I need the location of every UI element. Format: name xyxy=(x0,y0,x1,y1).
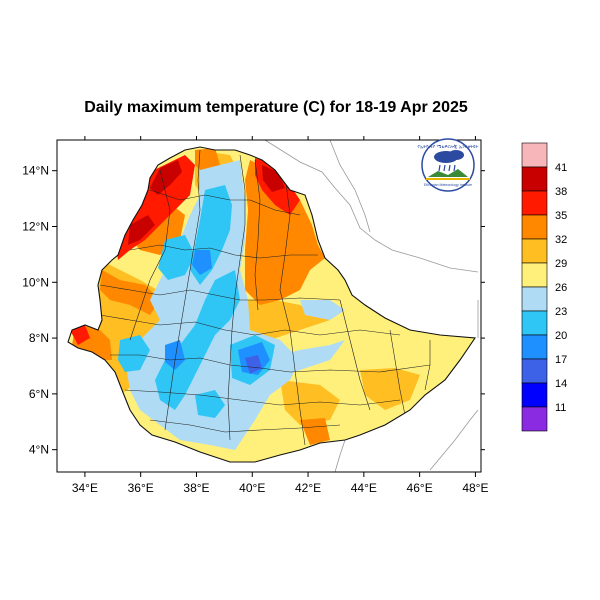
lon-tick-label: 42°E xyxy=(295,481,321,495)
temperature-colorbar: 41 38 35 32 29 26 23 20 17 14 11 xyxy=(521,142,567,432)
administrative-boundaries xyxy=(99,149,431,446)
colorbar-swatch xyxy=(521,238,548,264)
lat-tick-label: 8°N xyxy=(29,331,49,345)
lon-tick-label: 34°E xyxy=(72,481,98,495)
colorbar-label: 23 xyxy=(555,306,567,318)
colorbar-label: 26 xyxy=(555,282,567,294)
colorbar-swatch xyxy=(521,382,548,408)
colorbar-swatch xyxy=(521,190,548,216)
colorbar-label: 11 xyxy=(555,402,566,414)
colorbar-label: 17 xyxy=(555,354,567,366)
colorbar-label: 38 xyxy=(555,186,567,198)
colorbar-label: 14 xyxy=(555,378,567,390)
lon-tick-label: 44°E xyxy=(351,481,377,495)
colorbar-swatch xyxy=(521,262,548,288)
map-frame xyxy=(56,139,482,473)
colorbar-swatch xyxy=(521,406,548,432)
lat-tick-label: 12°N xyxy=(22,219,49,233)
lon-tick-label: 38°E xyxy=(183,481,209,495)
colorbar-label: 41 xyxy=(555,162,567,174)
neighbour-borders xyxy=(264,139,479,473)
map-title: Daily maximum temperature (C) for 18-19 … xyxy=(84,99,468,116)
colorbar-label: 35 xyxy=(555,210,567,222)
svg-text:Ethiopian Meteorology Institut: Ethiopian Meteorology Institute xyxy=(424,183,472,187)
colorbar-label: 32 xyxy=(555,234,567,246)
colorbar-label: 29 xyxy=(555,258,567,270)
colorbar-swatch xyxy=(521,310,548,336)
lon-tick-label: 36°E xyxy=(128,481,154,495)
lat-tick-label: 6°N xyxy=(29,387,49,401)
map-axes: 34°E 36°E 38°E 40°E 42°E 44°E 46°E 48°E 14°N 12°N… xyxy=(22,136,488,495)
lon-tick-label: 40°E xyxy=(239,481,265,495)
lat-tick-label: 10°N xyxy=(22,275,49,289)
colorbar-swatch xyxy=(521,166,548,192)
colorbar-swatch xyxy=(521,142,548,168)
colorbar-swatch xyxy=(521,358,548,384)
ethiopian-meteorology-institute-logo: የኢትዮጵያ ሜቴዎሮሎጂ ኢንስቲትዩት Ethiopian Meteorol… xyxy=(418,138,479,192)
colorbar-swatch xyxy=(521,334,548,360)
lon-tick-label: 48°E xyxy=(462,481,488,495)
lat-tick-label: 14°N xyxy=(22,164,49,178)
svg-text:የኢትዮጵያ ሜቴዎሮሎጂ ኢንስቲትዩት: የኢትዮጵያ ሜቴዎሮሎጂ ኢንስቲትዩት xyxy=(418,145,479,150)
colorbar-label: 20 xyxy=(555,330,567,342)
colorbar-swatch xyxy=(521,286,548,312)
colorbar-swatch xyxy=(521,214,548,240)
lat-tick-label: 4°N xyxy=(29,443,49,457)
lon-tick-label: 46°E xyxy=(407,481,433,495)
